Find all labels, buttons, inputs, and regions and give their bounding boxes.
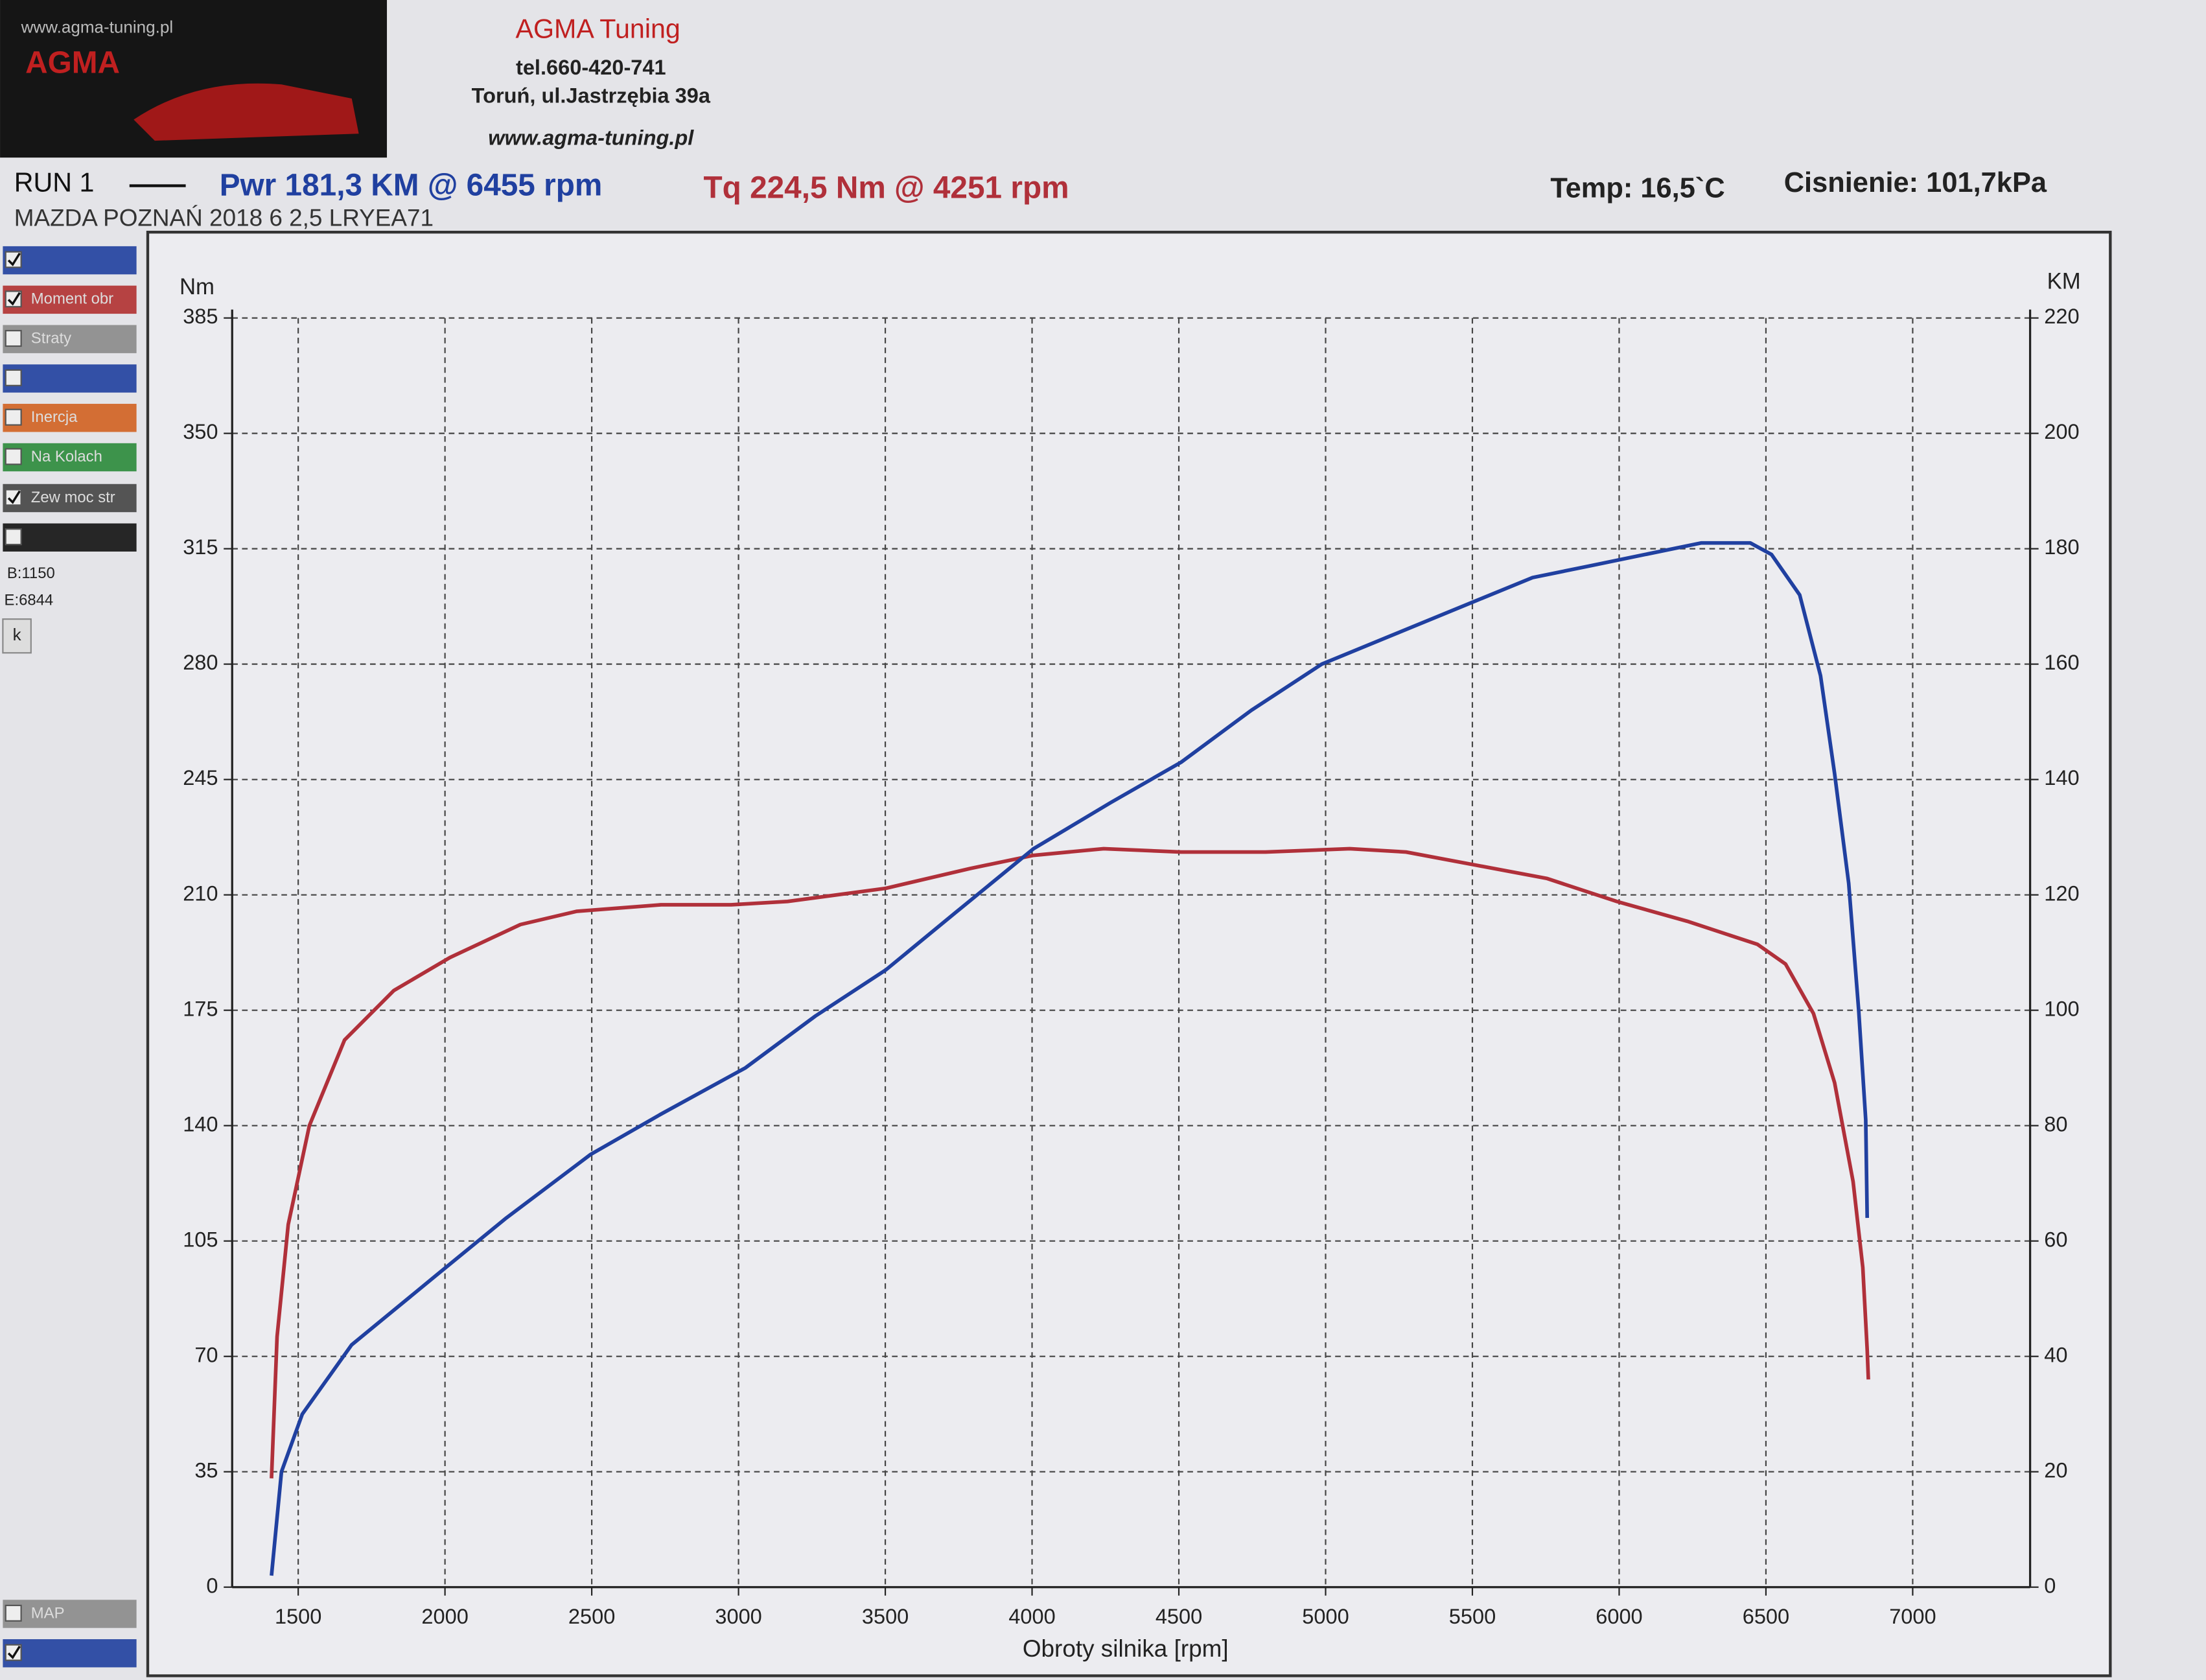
phone: tel.660-420-741 <box>516 56 666 79</box>
y2-tick-label: 80 <box>2044 1112 2067 1136</box>
k-button-label[interactable]: k <box>13 625 22 644</box>
power-peak: Pwr 181,3 KM @ 6455 rpm <box>220 168 603 202</box>
x-axis-label: Obroty silnika [rpm] <box>1023 1635 1229 1662</box>
sidebar-swatch[interactable] <box>3 364 137 393</box>
torque-peak: Tq 224,5 Nm @ 4251 rpm <box>703 171 1069 205</box>
y2-tick-label: 40 <box>2044 1343 2067 1366</box>
x-tick-label: 6500 <box>1743 1605 1789 1628</box>
address: Toruń, ul.Jastrzębia 39a <box>472 84 711 107</box>
plot-frame <box>146 231 2112 1677</box>
sidebar-swatch[interactable] <box>3 484 137 513</box>
y2-tick-label: 20 <box>2044 1458 2067 1482</box>
y-tick-label: 245 <box>183 766 218 789</box>
x-tick-label: 5000 <box>1302 1605 1349 1628</box>
sidebar-checkbox[interactable] <box>5 369 22 386</box>
x-tick-label: 4000 <box>1008 1605 1055 1628</box>
sidebar-swatch[interactable] <box>3 1639 137 1668</box>
check-mark[interactable] <box>7 252 21 266</box>
x-tick-label: 4500 <box>1155 1605 1202 1628</box>
y-tick-label: 315 <box>183 535 218 559</box>
sidebar-swatch[interactable] <box>3 325 137 353</box>
y2-tick-label: 200 <box>2044 420 2079 443</box>
y-tick-label: 35 <box>194 1458 218 1482</box>
sidebar-checkbox[interactable] <box>5 528 22 546</box>
k-button[interactable] <box>2 618 32 654</box>
check-mark[interactable] <box>7 292 21 306</box>
company: AGMA Tuning <box>515 14 680 44</box>
y-tick-label: 280 <box>183 651 218 674</box>
y2-tick-label: 220 <box>2044 305 2079 328</box>
sidebar-label[interactable]: Na Kolach <box>31 448 102 465</box>
vehicle: MAZDA POZNAŃ 2018 6 2,5 LRYEA71 <box>14 204 434 231</box>
y-tick-label: 350 <box>183 420 218 443</box>
sidebar-swatch[interactable] <box>3 1600 137 1628</box>
y-tick-label: 70 <box>194 1343 218 1366</box>
sidebar-checkbox[interactable] <box>5 1604 22 1622</box>
sidebar-label[interactable]: Zew moc str <box>31 489 115 506</box>
sidebar-swatch[interactable] <box>3 523 137 552</box>
sidebar-swatch[interactable] <box>3 246 137 275</box>
series-line <box>270 846 1870 1479</box>
sidebar-swatch[interactable] <box>3 443 137 472</box>
y-tick-label: 140 <box>183 1112 218 1136</box>
y-tick-label: 385 <box>183 305 218 328</box>
y-tick-label: 210 <box>183 881 218 905</box>
y-tick-label: 0 <box>206 1574 218 1597</box>
x-tick-label: 1500 <box>275 1605 321 1628</box>
temperature: Temp: 16,5`C <box>1550 173 1724 204</box>
y2-tick-label: 60 <box>2044 1228 2067 1251</box>
logo-name: AGMA <box>25 45 120 80</box>
sidebar-swatch[interactable] <box>3 285 137 314</box>
pressure: Cisnienie: 101,7kPa <box>1784 167 2047 198</box>
series-line <box>270 541 1870 1576</box>
y-tick-label: 175 <box>183 997 218 1020</box>
x-tick-label: 7000 <box>1889 1605 1936 1628</box>
y2-tick-label: 160 <box>2044 651 2079 674</box>
end-rpm: E:6844 <box>5 591 54 609</box>
run: RUN 1 <box>14 167 95 197</box>
x-tick-label: 3000 <box>715 1605 761 1628</box>
begin-rpm: B:1150 <box>7 565 55 582</box>
sidebar-swatch[interactable] <box>3 404 137 432</box>
x-tick-label: 5500 <box>1449 1605 1496 1628</box>
logo-url: www.agma-tuning.pl <box>21 17 174 36</box>
check-mark[interactable] <box>7 490 21 504</box>
y2-tick-label: 100 <box>2044 997 2079 1020</box>
y2-tick-label: 140 <box>2044 766 2079 789</box>
x-tick-label: 6000 <box>1596 1605 1642 1628</box>
y-tick-label: 105 <box>183 1228 218 1251</box>
sidebar-label[interactable]: Moment obr <box>31 290 113 308</box>
sidebar-checkbox[interactable] <box>5 408 22 426</box>
y2-tick-label: 180 <box>2044 535 2079 559</box>
y2-axis-label: KM <box>2047 270 2081 294</box>
x-tick-label: 3500 <box>862 1605 909 1628</box>
sidebar-label[interactable]: MAP <box>31 1604 65 1622</box>
sidebar-checkbox[interactable] <box>5 330 22 347</box>
sidebar-label[interactable]: Straty <box>31 329 71 347</box>
y2-tick-label: 120 <box>2044 881 2079 905</box>
sidebar-checkbox[interactable] <box>5 448 22 465</box>
check-mark[interactable] <box>7 1645 21 1660</box>
website: www.agma-tuning.pl <box>488 126 694 150</box>
logo-car <box>134 83 359 141</box>
sidebar-label[interactable]: Inercja <box>31 408 78 426</box>
x-tick-label: 2000 <box>421 1605 468 1628</box>
x-tick-label: 2500 <box>568 1605 615 1628</box>
y-axis-label: Nm <box>180 275 215 299</box>
y2-tick-label: 0 <box>2044 1574 2056 1597</box>
